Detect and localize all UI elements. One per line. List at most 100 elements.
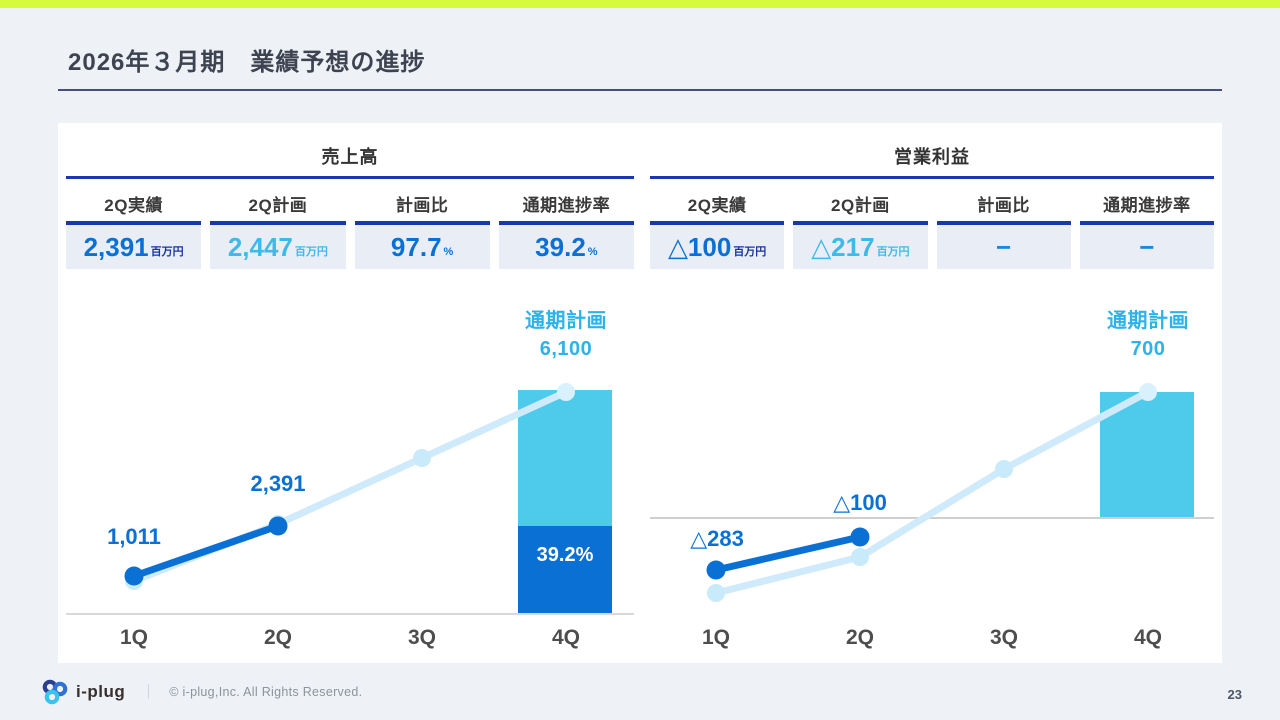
- kpi-value: 2,391: [83, 232, 149, 262]
- plan-point-4q: [557, 383, 575, 401]
- kpi-unit: %: [443, 246, 454, 258]
- content-card: 売上高 2Q実績 2,391 百万円 2Q計画 2,447 百万円 計画比: [58, 123, 1222, 663]
- actual-point-1q: [124, 566, 144, 586]
- kpi-value-cell: 39.2%: [498, 225, 634, 269]
- footer-separator: ｜: [141, 683, 156, 700]
- progress-bar-segment: [518, 526, 612, 614]
- kpi-value: △217: [811, 232, 875, 262]
- company-logo: i-plug: [40, 677, 125, 707]
- kpi-value-cell: −: [1079, 225, 1214, 269]
- plan-point-1q: [707, 584, 725, 602]
- kpi-value: 97.7: [390, 232, 442, 262]
- kpi-value: 39.2: [535, 232, 586, 262]
- section-title: 売上高: [321, 147, 379, 167]
- x-tick-2q: 2Q: [264, 626, 292, 649]
- x-tick-2q: 2Q: [846, 626, 874, 649]
- kpi-vs-plan: 計画比 −: [936, 195, 1071, 269]
- kpi-label: 計画比: [395, 196, 449, 215]
- x-tick-1q: 1Q: [702, 626, 730, 649]
- kpi-label: 通期進捗率: [522, 196, 611, 215]
- kpi-2q-plan: 2Q計画 2,447 百万円: [210, 195, 346, 269]
- plan-total-label: 700: [1131, 338, 1166, 360]
- kpi-label: 2Q実績: [104, 196, 163, 215]
- kpi-label: 2Q計画: [831, 196, 890, 215]
- kpi-label: 2Q計画: [248, 196, 308, 215]
- kpi-value-cell: 97.7%: [354, 225, 490, 269]
- operating-profit-chart-svg: △283 △100 通期計画 700 1Q 2Q 3Q 4Q: [650, 308, 1214, 649]
- kpi-rule: [498, 221, 634, 225]
- kpi-vs-plan: 計画比 97.7%: [354, 195, 490, 269]
- kpi-label: 計画比: [977, 196, 1030, 215]
- operating-profit-chart: △283 △100 通期計画 700 1Q 2Q 3Q 4Q: [650, 278, 1214, 668]
- actual-label-2q: 2,391: [250, 471, 305, 496]
- kpi-value: −: [996, 232, 1012, 262]
- actual-line: [712, 533, 864, 574]
- kpi-rule: [1079, 221, 1214, 225]
- actual-label-1q: 1,011: [107, 524, 161, 549]
- kpi-rule: [210, 221, 346, 225]
- plan-caption: 通期計画: [1107, 308, 1189, 332]
- kpi-unit: 百万円: [733, 246, 767, 258]
- progress-pct-label: 39.2%: [537, 544, 594, 566]
- x-tick-1q: 1Q: [120, 626, 148, 649]
- actual-point-2q: [268, 516, 288, 536]
- kpi-value-cell: −: [936, 225, 1071, 269]
- actual-label-1q: △283: [690, 526, 744, 551]
- sales-chart-svg: 1,011 2,391 39.2% 通期計画 6,100 1Q 2Q 3Q 4Q: [66, 308, 634, 649]
- logo-text: i-plug: [76, 681, 126, 701]
- section-operating-profit: 営業利益 2Q実績 △100 百万円 2Q計画 △217 百万円 計画比: [650, 123, 1214, 668]
- plan-point-3q: [413, 449, 431, 467]
- footer: i-plug ｜ © i-plug,Inc. All Rights Reserv…: [0, 663, 1280, 720]
- section-rule: [66, 176, 634, 179]
- plan-point-3q: [995, 460, 1013, 478]
- kpi-value-cell: △217 百万円: [793, 225, 928, 269]
- kpi-full-year-progress: 通期進捗率 −: [1079, 195, 1214, 269]
- kpi-value-cell: △100 百万円: [650, 225, 785, 269]
- kpi-label: 通期進捗率: [1103, 196, 1191, 215]
- kpi-full-year-progress: 通期進捗率 39.2%: [498, 195, 634, 269]
- actual-point-1q: [706, 560, 726, 580]
- actual-label-2q: △100: [833, 490, 887, 515]
- copyright-text: © i-plug,Inc. All Rights Reserved.: [169, 684, 363, 699]
- x-tick-4q: 4Q: [1134, 626, 1162, 649]
- top-accent-bar: [0, 0, 1280, 8]
- kpi-rule: [936, 221, 1071, 225]
- kpi-unit: 百万円: [876, 246, 910, 258]
- kpi-unit: 百万円: [150, 246, 184, 258]
- kpi-2q-plan: 2Q計画 △217 百万円: [793, 195, 928, 269]
- actual-line: [130, 522, 282, 580]
- x-tick-3q: 3Q: [408, 626, 436, 649]
- actual-point-2q: [850, 527, 870, 547]
- plan-point-4q: [1139, 383, 1157, 401]
- kpi-value: 2,447: [227, 232, 293, 262]
- i-plug-logo-icon: [42, 679, 68, 704]
- sales-chart: 1,011 2,391 39.2% 通期計画 6,100 1Q 2Q 3Q 4Q: [66, 278, 634, 668]
- kpi-2q-actual: 2Q実績 △100 百万円: [650, 195, 785, 269]
- kpi-2q-actual: 2Q実績 2,391 百万円: [66, 195, 202, 269]
- kpi-rule: [793, 221, 928, 225]
- kpi-value: −: [1139, 232, 1155, 262]
- kpi-columns: 2Q実績 △100 百万円 2Q計画 △217 百万円 計画比 −: [650, 195, 1214, 269]
- kpi-value-cell: 2,391 百万円: [66, 225, 202, 269]
- plan-line: [712, 388, 1152, 597]
- title-divider: [58, 89, 1222, 91]
- kpi-rule: [650, 221, 785, 225]
- kpi-unit: 百万円: [294, 246, 328, 258]
- section-rule: [650, 176, 1214, 179]
- section-sales: 売上高 2Q実績 2,391 百万円 2Q計画 2,447 百万円 計画比: [66, 123, 634, 668]
- plan-caption: 通期計画: [525, 308, 607, 332]
- kpi-unit: %: [587, 246, 598, 258]
- plan-point-2q: [851, 548, 869, 566]
- kpi-rule: [66, 221, 202, 225]
- kpi-columns: 2Q実績 2,391 百万円 2Q計画 2,447 百万円 計画比 97.7%: [66, 195, 634, 269]
- kpi-rule: [354, 221, 490, 225]
- page-number: 23: [1227, 687, 1242, 702]
- x-tick-3q: 3Q: [990, 626, 1018, 649]
- kpi-value-cell: 2,447 百万円: [210, 225, 346, 269]
- plan-total-label: 6,100: [540, 338, 593, 360]
- section-title: 営業利益: [894, 147, 970, 167]
- x-tick-4q: 4Q: [552, 626, 580, 649]
- kpi-label: 2Q実績: [687, 196, 747, 215]
- kpi-value: △100: [667, 232, 732, 262]
- page-title: 2026年３月期 業績予想の進捗: [68, 49, 426, 76]
